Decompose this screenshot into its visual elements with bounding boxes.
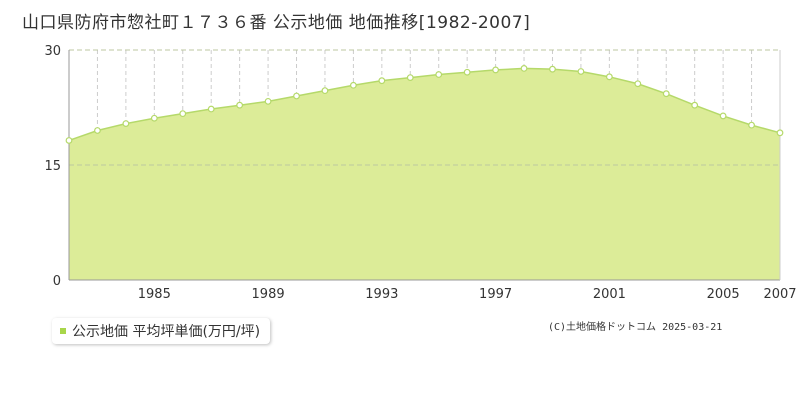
area-fill <box>69 68 780 281</box>
chart-title: 山口県防府市惣社町１７３６番 公示地価 地価推移[1982-2007] <box>22 13 531 33</box>
legend-label: 公示地価 平均坪単価(万円/坪) <box>72 324 261 340</box>
data-point <box>179 110 187 118</box>
data-point <box>748 121 755 129</box>
data-point <box>236 101 244 109</box>
data-point <box>150 114 158 122</box>
x-tick-label: 2001 <box>593 287 626 302</box>
data-point <box>492 66 500 74</box>
x-tick-label: 1997 <box>479 287 512 302</box>
data-point <box>463 68 471 76</box>
data-point <box>406 74 414 81</box>
copyright-credit: (C)土地価格ドットコム 2025-03-21 <box>548 322 723 333</box>
y-tick-label: 0 <box>53 274 61 289</box>
data-point <box>549 65 556 73</box>
data-point <box>264 97 272 105</box>
data-point <box>719 112 727 120</box>
data-point <box>634 80 642 88</box>
axes <box>68 49 781 281</box>
x-tick-label: 2007 <box>763 287 796 302</box>
legend-swatch <box>60 328 66 334</box>
data-point <box>435 71 443 78</box>
data-point <box>321 87 329 95</box>
x-tick-label: 2005 <box>707 287 740 302</box>
data-point <box>293 92 300 100</box>
data-point <box>605 73 613 81</box>
data-point <box>776 129 784 137</box>
data-point <box>207 105 215 113</box>
land-price-chart: 0 15 30 1985 1989 1993 1997 2001 2005 2007 <box>44 44 796 302</box>
data-point <box>94 127 101 134</box>
y-tick-label: 15 <box>44 159 61 174</box>
series-line <box>68 67 781 142</box>
data-point <box>350 81 357 89</box>
data-point <box>378 77 386 85</box>
data-point <box>520 64 528 72</box>
data-point <box>577 68 585 75</box>
x-tick-label: 1985 <box>138 287 171 302</box>
x-tick-label: 1989 <box>252 287 285 302</box>
data-point <box>65 137 73 144</box>
tick-labels: 0 15 30 1985 1989 1993 1997 2001 2005 2007 <box>44 44 796 302</box>
price-area <box>68 67 781 281</box>
legend: 公示地価 平均坪単価(万円/坪) <box>52 318 271 344</box>
x-tick-label: 1993 <box>365 287 398 302</box>
y-tick-label: 30 <box>44 44 61 59</box>
data-points <box>65 64 784 144</box>
data-point <box>122 120 130 127</box>
data-point <box>691 101 699 109</box>
data-point <box>662 90 670 98</box>
